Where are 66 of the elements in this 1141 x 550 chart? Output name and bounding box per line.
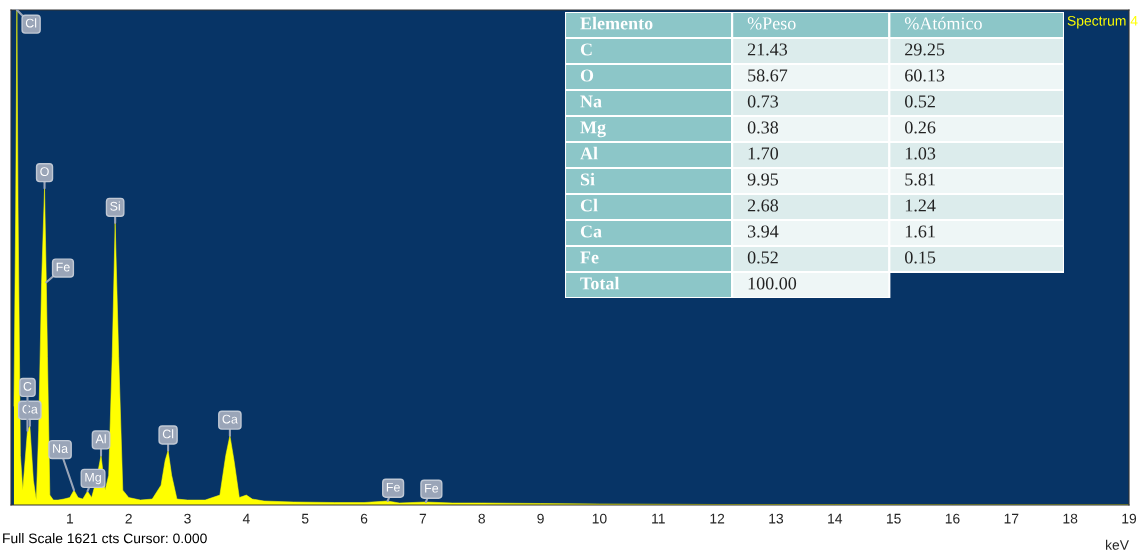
annotation: Total: [580, 276, 620, 290]
annotation: Cl: [162, 429, 174, 439]
annotation: %Atómico: [904, 16, 982, 30]
annotation: 1.70: [748, 147, 779, 160]
annotation: C: [580, 43, 592, 56]
annotation: Spectrum 4: [1067, 15, 1138, 29]
annotation: Fe: [386, 482, 400, 492]
annotation: 5.81: [905, 173, 935, 186]
annotation: 1.61: [905, 225, 935, 238]
annotation: 0.52: [747, 251, 778, 264]
x-tick-label: 1: [67, 513, 74, 524]
annotation: Elemento: [580, 16, 653, 30]
annotation: O: [40, 167, 49, 177]
annotation: Ca: [222, 414, 238, 424]
x-tick-label: 12: [710, 513, 725, 524]
x-tick-label: 6: [360, 513, 368, 524]
text: Full Scale 1621 cts Cursor: 0.000: [3, 533, 207, 544]
annotation: Cl: [580, 198, 598, 212]
x-tick-label: 2: [125, 513, 132, 524]
x-axis-title: keV: [1106, 539, 1129, 550]
annotation: 0.73: [747, 95, 779, 108]
x-tick-label: 17: [1004, 513, 1019, 524]
x-tick-label: 3: [184, 513, 191, 524]
annotation: 0.15: [905, 251, 936, 264]
annotation: 58.67: [748, 69, 788, 82]
annotation: %Peso: [747, 17, 796, 30]
x-tick-label: 13: [769, 513, 784, 524]
annotation: Na: [53, 444, 69, 453]
x-tick-label: 10: [592, 513, 607, 524]
annotation: Mg: [580, 121, 606, 138]
annotation: Cl: [25, 18, 37, 28]
annotation: 2.68: [747, 199, 779, 212]
annotation: 0.26: [905, 121, 936, 134]
annotation: Fe: [425, 483, 439, 493]
x-tick-label: 11: [652, 513, 665, 524]
x-tick-label: 15: [886, 513, 901, 524]
annotation: Fe: [56, 262, 70, 272]
x-tick-label: 14: [828, 513, 843, 524]
x-tick-label: 4: [242, 513, 250, 524]
annotation: Ca: [580, 225, 602, 238]
x-tick-label: 18: [1063, 513, 1078, 524]
annotation: 1.24: [905, 199, 936, 212]
annotation: 1.03: [905, 147, 936, 160]
annotation: Al: [95, 434, 106, 444]
x-tick-label: 19: [1122, 513, 1137, 524]
annotation: Si: [110, 201, 120, 211]
x-tick-label: 5: [301, 513, 309, 524]
annotation: 3.94: [748, 225, 779, 238]
annotation: O: [580, 69, 594, 82]
annotation: 60.13: [905, 69, 945, 82]
annotation: 9.95: [747, 173, 779, 186]
x-tick-label: 7: [419, 513, 427, 524]
annotation: 0.38: [747, 121, 779, 134]
annotation: Al: [580, 146, 598, 160]
annotation: Fe: [580, 251, 599, 264]
annotation: Na: [580, 95, 602, 108]
x-tick-label: 8: [478, 513, 485, 524]
annotation: 21.43: [747, 43, 788, 56]
x-tick-label: 9: [537, 513, 544, 524]
annotation: C: [23, 381, 32, 391]
annotation: 29.25: [905, 43, 945, 56]
annotation: 100.00: [748, 277, 797, 290]
annotation: Si: [580, 172, 595, 186]
x-tick-label: 16: [945, 513, 960, 524]
annotation: 0.52: [905, 95, 935, 108]
annotation: Mg: [85, 473, 101, 485]
